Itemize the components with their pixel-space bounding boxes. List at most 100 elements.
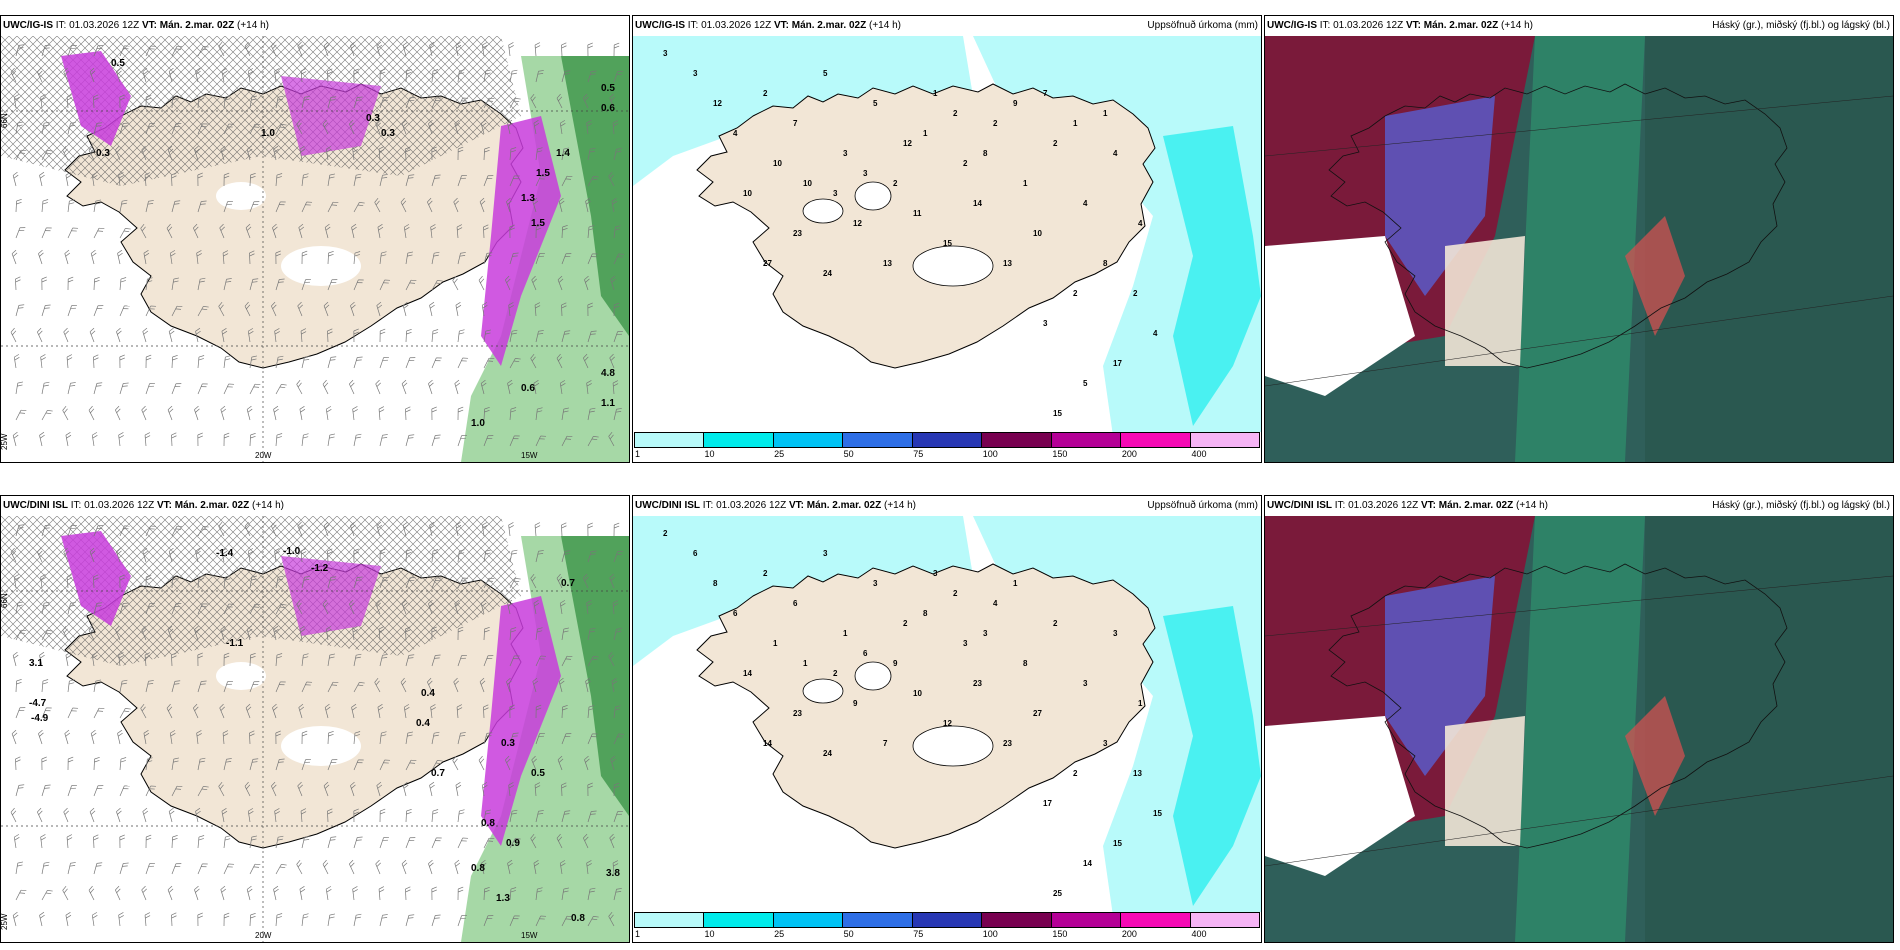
wind-barb xyxy=(323,521,330,537)
wind-barb xyxy=(168,547,175,563)
wind-barb xyxy=(145,680,154,693)
wind-value-label: 1.0 xyxy=(471,418,485,429)
wind-value-label: 1.3 xyxy=(496,893,510,904)
wind-barb xyxy=(509,809,518,823)
precip-value-label: 1 xyxy=(1023,179,1028,188)
precip-value-label: 4 xyxy=(1153,329,1158,338)
wind-barb xyxy=(37,547,43,563)
wind-barb xyxy=(479,677,486,693)
wind-value-label: 0.6 xyxy=(601,103,615,114)
colorbar-swatch xyxy=(843,913,913,927)
precip-value-label: 3 xyxy=(663,49,668,58)
wind-barb xyxy=(374,197,381,213)
wind-barb xyxy=(557,275,564,291)
wind-barb xyxy=(145,122,155,135)
colorbar-tick: 50 xyxy=(843,929,854,939)
wind-barb xyxy=(509,435,520,447)
wind-barb xyxy=(223,123,235,135)
precip-value-label: 15 xyxy=(1113,839,1122,848)
wind-barb xyxy=(609,573,615,589)
wind-barb xyxy=(275,250,281,265)
wind-barb xyxy=(274,548,280,563)
wind-barb xyxy=(509,704,515,719)
wind-barb xyxy=(535,550,544,563)
wind-barb xyxy=(352,626,358,641)
precip-value-label: 2 xyxy=(1133,289,1138,298)
wind-barb xyxy=(249,172,256,187)
wind-barb xyxy=(90,729,97,745)
wind-barb xyxy=(64,729,71,745)
wind-barb xyxy=(222,730,229,745)
precip-value-label: 1 xyxy=(1073,119,1078,128)
precip-value-label: 2 xyxy=(1073,769,1078,778)
wind-barb xyxy=(145,277,153,291)
lat-label: 66N xyxy=(1,593,9,608)
precip-value-label: 4 xyxy=(993,599,998,608)
wind-barb xyxy=(480,859,487,875)
wind-barb xyxy=(273,145,279,161)
wind-barb xyxy=(223,432,230,447)
wind-value-label: 1.4 xyxy=(556,148,570,159)
wind-barb xyxy=(223,835,231,849)
wind-barb xyxy=(353,202,365,213)
wind-barb xyxy=(218,301,225,317)
wind-barb xyxy=(223,172,230,187)
wind-barb xyxy=(171,354,178,369)
precip-value-label: 2 xyxy=(1053,139,1058,148)
wind-barb xyxy=(455,781,462,797)
wind-barb xyxy=(220,145,227,161)
wind-barb xyxy=(558,197,565,213)
wind-barb xyxy=(144,912,151,927)
wind-barb xyxy=(561,147,570,161)
wind-barb xyxy=(171,172,177,187)
wind-barb xyxy=(221,327,228,343)
wind-barb xyxy=(67,756,74,771)
wind-barb xyxy=(509,549,518,563)
wind-barb xyxy=(67,276,74,291)
wind-barb xyxy=(353,808,359,823)
precip-value-label: 5 xyxy=(873,99,878,108)
precip-value-label: 13 xyxy=(1003,259,1012,268)
precip-value-label: 12 xyxy=(853,219,862,228)
wind-barb xyxy=(223,912,230,927)
wind-barb xyxy=(145,382,155,395)
wind-barb xyxy=(400,197,407,213)
wind-barb xyxy=(296,599,303,615)
wind-barb xyxy=(457,357,469,369)
wind-barb xyxy=(609,833,615,849)
wind-barb xyxy=(610,275,617,291)
wind-barb xyxy=(13,834,20,849)
wind-barb xyxy=(609,353,615,369)
wind-value-label: 0.8 xyxy=(481,818,495,829)
wind-barb xyxy=(119,862,129,875)
wind-barb xyxy=(509,838,521,849)
wind-barb xyxy=(533,119,540,135)
wind-barb xyxy=(274,808,280,823)
precip-value-label: 17 xyxy=(1043,799,1052,808)
wind-barb xyxy=(244,781,251,797)
wind-barb xyxy=(613,302,620,317)
wind-barb xyxy=(561,655,573,667)
wind-barb xyxy=(587,330,597,343)
wind-barb xyxy=(141,885,147,901)
wind-barb xyxy=(88,885,95,901)
wind-barb xyxy=(142,67,149,83)
colorbar-tick: 200 xyxy=(1121,929,1137,939)
wind-barb xyxy=(457,252,466,265)
precip-value-label: 12 xyxy=(713,99,722,108)
wind-barb xyxy=(379,731,387,745)
wind-barb xyxy=(119,679,128,693)
colorbar-tick: 10 xyxy=(704,929,715,939)
wind-barb xyxy=(613,70,623,83)
precip-value-label: 3 xyxy=(833,189,838,198)
wind-barb xyxy=(197,652,203,667)
wind-barb xyxy=(457,174,467,187)
colorbar-tick: 200 xyxy=(1121,449,1137,459)
wind-barb xyxy=(10,547,17,563)
colorbar-swatch xyxy=(704,913,774,927)
wind-barb xyxy=(322,859,329,875)
wind-barb xyxy=(483,549,492,563)
wind-barb xyxy=(556,353,563,369)
wind-barb xyxy=(402,301,409,317)
precip-value-label: 9 xyxy=(1013,99,1018,108)
